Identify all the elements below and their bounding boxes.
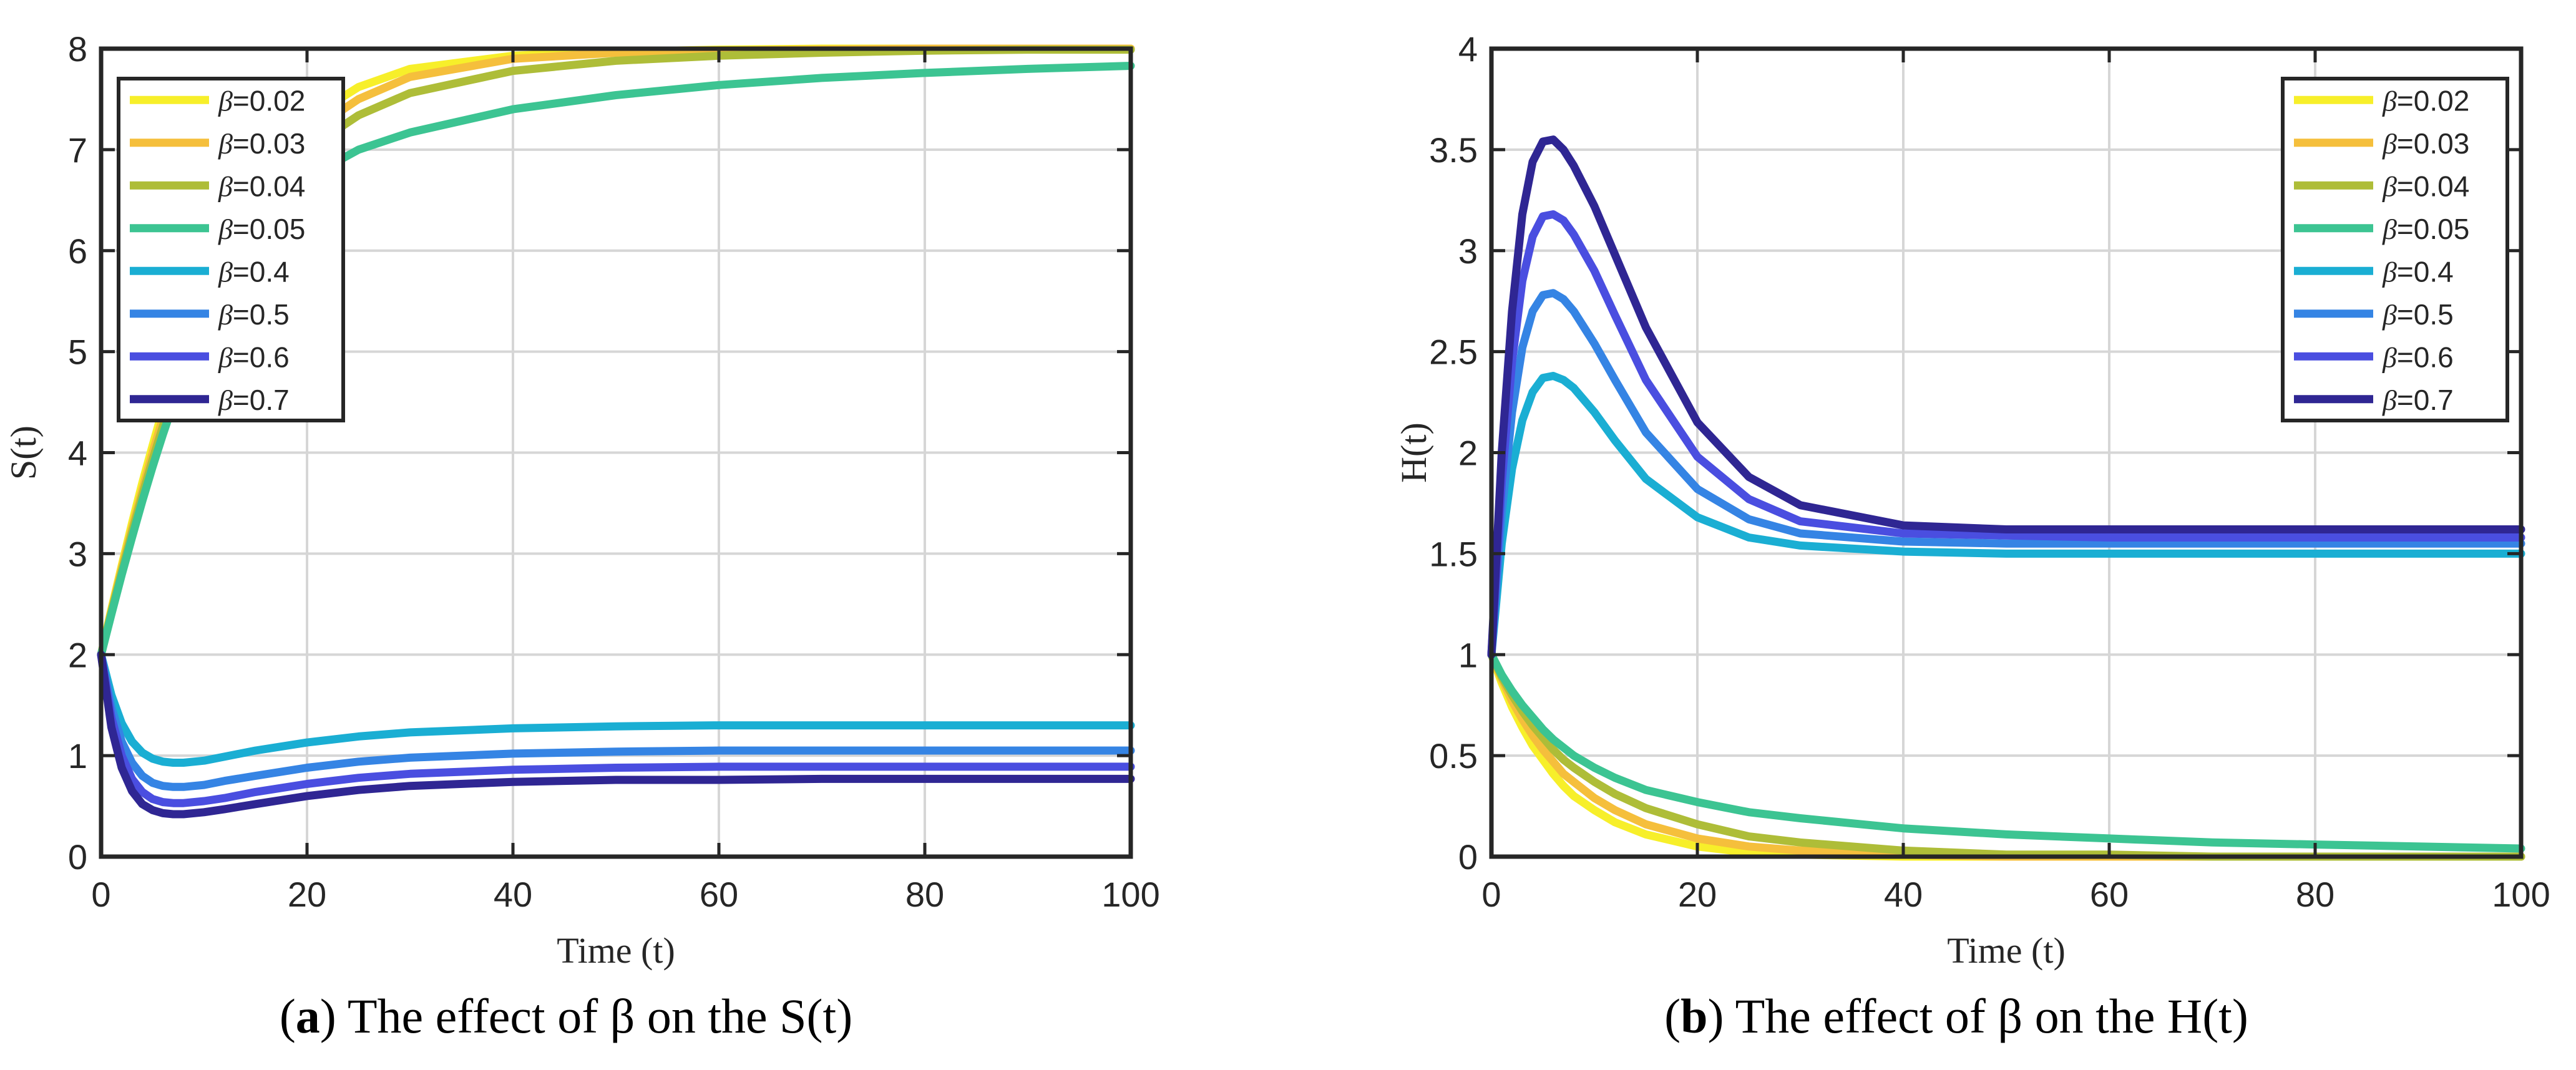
legend-b: β=0.02 β=0.03 β=0.04 β=0.05 β=0.4 β=0.5 β=0.6 β…	[2281, 77, 2509, 422]
y-tick-label: 1	[68, 736, 87, 776]
series-line-beta-0.7	[1487, 135, 2525, 659]
y-tick-label: 1	[1458, 635, 1478, 674]
x-tick-label: 0	[1481, 875, 1501, 914]
tick-labels-b: 0 20 40 60 80 100 0 0.5 1 1.5 2 2.5 3 3.5 4	[1429, 29, 2550, 914]
series-line-beta-0.7	[97, 650, 1135, 819]
y-tick-label: 8	[68, 29, 87, 69]
legend-entry: β=0.6	[218, 341, 290, 373]
legend-entry: β=0.04	[2382, 170, 2469, 202]
x-tick-label: 100	[2492, 875, 2550, 914]
legend-entry: β=0.4	[2382, 255, 2454, 288]
legend-a: β=0.02 β=0.03 β=0.04 β=0.05 β=0.4 β=0.5 β=0.6 β…	[117, 77, 345, 422]
x-tick-label: 0	[91, 875, 110, 914]
y-tick-label: 4	[1458, 29, 1478, 69]
legend-entry: β=0.4	[218, 255, 290, 288]
series-line-beta-0.05	[1487, 650, 2525, 853]
x-tick-label: 80	[2296, 875, 2334, 914]
y-axis-label-b: H(t)	[1393, 422, 1434, 483]
legend-entry: β=0.5	[218, 298, 290, 331]
x-tick-label: 40	[494, 875, 532, 914]
x-tick-label: 40	[1884, 875, 1923, 914]
y-tick-label: 2	[68, 635, 87, 674]
y-tick-label: 0	[68, 837, 87, 877]
x-tick-label: 60	[700, 875, 738, 914]
x-tick-label: 100	[1101, 875, 1159, 914]
legend-entry: β=0.03	[2382, 127, 2469, 160]
legend-entry: β=0.6	[2382, 341, 2454, 373]
legend-entry: β=0.7	[218, 384, 290, 416]
y-tick-label: 4	[68, 434, 87, 473]
x-tick-label: 20	[288, 875, 326, 914]
caption-b: (b) The effect of β on the H(t)	[1664, 989, 2248, 1043]
y-tick-label: 6	[68, 231, 87, 271]
y-axis-label-a: S(t)	[3, 426, 44, 480]
series-line-beta-0.4	[97, 650, 1135, 767]
x-axis-label-b: Time (t)	[1947, 930, 2066, 971]
x-tick-label: 80	[905, 875, 944, 914]
panel-b: 0 20 40 60 80 100 0 0.5 1 1.5 2 2.5 3 3.5 4 Time (t) H…	[1393, 29, 2550, 1043]
legend-box	[117, 77, 345, 422]
legend-entry: β=0.05	[2382, 213, 2469, 245]
caption-label-b: b	[1681, 989, 1707, 1043]
caption-text-a: The effect of β on the S(t)	[348, 989, 852, 1043]
series-line-beta-0.5	[97, 650, 1135, 791]
legend-entry: β=0.05	[218, 213, 305, 245]
y-tick-label: 3	[1458, 231, 1478, 271]
y-tick-label: 1.5	[1429, 534, 1478, 573]
tick-labels-a: 0 20 40 60 80 100 0 1 2 3 4 5 6 7 8	[68, 29, 1160, 914]
y-tick-label: 2	[1458, 434, 1478, 473]
legend-entry: β=0.03	[218, 127, 305, 160]
x-axis-label-a: Time (t)	[557, 930, 675, 971]
x-tick-label: 60	[2090, 875, 2129, 914]
x-tick-label: 20	[1678, 875, 1717, 914]
y-tick-label: 7	[68, 130, 87, 170]
caption-a: (a) The effect of β on the S(t)	[280, 989, 852, 1043]
legend-box	[2281, 77, 2509, 422]
series-line-beta-0.4	[1487, 372, 2525, 659]
caption-text-b: The effect of β on the H(t)	[1735, 989, 2248, 1043]
legend-entry: β=0.02	[218, 84, 305, 117]
caption-label-a: a	[296, 989, 320, 1043]
y-tick-label: 5	[68, 333, 87, 372]
legend-entry: β=0.02	[2382, 84, 2469, 117]
y-tick-label: 0.5	[1429, 736, 1478, 776]
y-tick-label: 3.5	[1429, 130, 1478, 170]
series-line-beta-0.6	[97, 650, 1135, 807]
legend-entry: β=0.5	[2382, 298, 2454, 331]
y-tick-label: 0	[1458, 837, 1478, 877]
y-tick-label: 3	[68, 534, 87, 573]
y-tick-label: 2.5	[1429, 333, 1478, 372]
series-line-beta-0.5	[1487, 289, 2525, 659]
legend-entry: β=0.04	[218, 170, 305, 202]
panel-a: 0 20 40 60 80 100 0 1 2 3 4 5 6 7 8 Time (t) S(t) β=0.…	[3, 29, 1160, 1043]
legend-entry: β=0.7	[2382, 384, 2454, 416]
series-line-beta-0.6	[1487, 210, 2525, 659]
